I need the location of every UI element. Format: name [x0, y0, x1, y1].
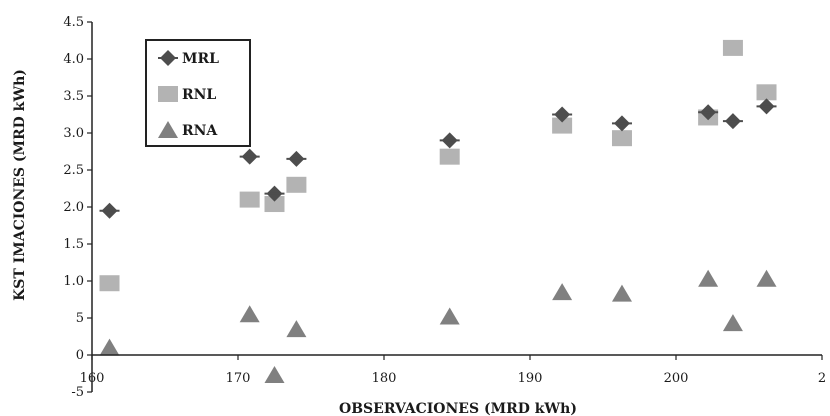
legend-label-rnl: RNL [182, 87, 216, 103]
point-rna [439, 307, 460, 325]
point-rna [756, 269, 777, 287]
point-rna [722, 314, 743, 332]
x-axis-title: OBSERVACIONES (MRD kWh) [339, 401, 577, 416]
point-rna [99, 338, 120, 356]
point-mrl [439, 132, 460, 149]
y-tick-label: 0 [76, 348, 84, 363]
y-axis-ticks: -5 0 5 1.0 1.5 2.0 2.5 3.0 3.5 4.0 4.5 [63, 15, 92, 400]
point-mrl [611, 115, 632, 132]
point-rnl [722, 39, 743, 56]
y-tick-label: 1.5 [63, 237, 84, 252]
point-mrl [239, 148, 260, 165]
legend-marker-rnl [158, 86, 178, 102]
point-rna [239, 305, 260, 323]
point-mrl [722, 113, 743, 130]
point-rna [286, 320, 307, 338]
data-points [99, 39, 777, 383]
point-rnl [611, 130, 632, 147]
point-rna [698, 269, 719, 287]
legend-label-mrl: MRL [182, 51, 219, 67]
legend-marker-rna [158, 121, 178, 138]
point-rnl [756, 84, 777, 101]
y-axis-title: KST IMACIONES (MRD kWh) [12, 69, 28, 301]
point-rnl [552, 117, 573, 134]
point-rnl [239, 191, 260, 208]
point-rnl [286, 176, 307, 193]
x-tick-label: 190 [518, 371, 543, 386]
x-tick-label: 200 [664, 371, 689, 386]
point-mrl [552, 106, 573, 123]
point-mrl [264, 185, 285, 202]
x-axis-ticks: 160 170 180 190 200 2 [80, 355, 826, 386]
x-tick-label: 170 [226, 371, 251, 386]
point-rnl [99, 275, 120, 292]
point-rna [552, 283, 573, 301]
y-tick-label: 1.0 [63, 274, 84, 289]
point-mrl [698, 104, 719, 121]
y-tick-label: 5 [76, 311, 84, 326]
point-mrl [286, 150, 307, 167]
y-tick-label: -5 [71, 385, 84, 400]
point-rnl [264, 196, 285, 213]
point-rna [264, 365, 285, 383]
point-rnl [439, 148, 460, 165]
point-rna [611, 284, 632, 302]
y-tick-label: 3.0 [63, 126, 84, 141]
legend-marker-mrl [158, 50, 178, 66]
point-mrl [99, 202, 120, 219]
x-tick-label: 180 [372, 371, 397, 386]
point-mrl [756, 98, 777, 115]
y-tick-label: 3.5 [63, 89, 84, 104]
legend: MRL RNL RNA [145, 39, 251, 147]
y-tick-label: 2.0 [63, 200, 84, 215]
y-tick-label: 4.0 [63, 52, 84, 67]
y-tick-label: 2.5 [63, 163, 84, 178]
y-tick-label: 4.5 [63, 15, 84, 30]
legend-label-rna: RNA [182, 123, 218, 139]
x-tick-label: 2 [818, 371, 826, 386]
